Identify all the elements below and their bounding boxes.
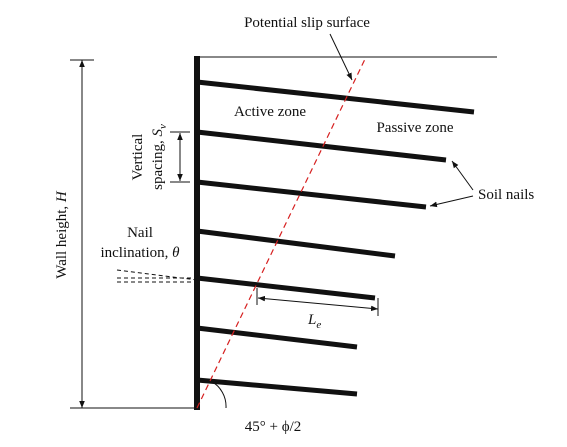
soil-nails-label: Soil nails: [478, 187, 534, 203]
length-label: Le: [307, 312, 321, 331]
vertical-spacing-line1: Vertical: [130, 134, 146, 181]
wall-height-label: Wall height, H: [54, 190, 70, 279]
angle-label: 45° + ϕ/2: [245, 419, 302, 435]
vertical-spacing-line2: spacing, Sv: [150, 124, 169, 190]
nail-inclination-line1: Nail: [127, 225, 153, 241]
passive-zone-label: Passive zone: [376, 120, 453, 136]
structure: [70, 33, 497, 410]
nail-inclination-line2: inclination, θ: [100, 245, 180, 261]
slip-surface-label: Potential slip surface: [244, 15, 370, 31]
active-zone-label: Active zone: [234, 104, 306, 120]
